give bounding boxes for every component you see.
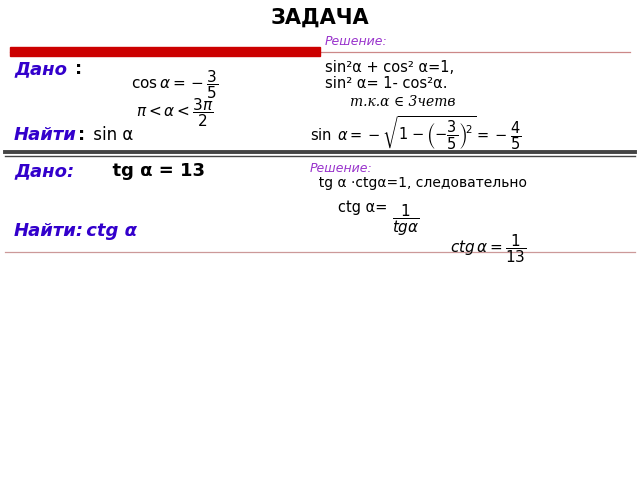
Text: sin α: sin α [88,126,133,144]
Text: sin²α + cos² α=1,: sin²α + cos² α=1, [325,60,454,75]
Text: tg α = 13: tg α = 13 [100,162,205,180]
Text: :: : [78,126,85,144]
Text: $\pi < \alpha < \dfrac{3\pi}{2}$: $\pi < \alpha < \dfrac{3\pi}{2}$ [136,96,214,129]
Bar [10,47,320,56]
Text: Дано: Дано [14,60,67,78]
Text: Дано:: Дано: [14,162,74,180]
Text: $\dfrac{1}{tg\alpha}$: $\dfrac{1}{tg\alpha}$ [392,202,420,238]
Text: Решение:: Решение: [310,162,372,175]
Text: т.к.α ∈ 3четв: т.к.α ∈ 3четв [350,95,456,109]
Text: ctg α: ctg α [80,222,137,240]
Text: $\sin\;\alpha = -\sqrt{1-\left(-\dfrac{3}{5}\right)^{\!2}} = -\dfrac{4}{5}$: $\sin\;\alpha = -\sqrt{1-\left(-\dfrac{3… [310,114,522,152]
Text: :: : [75,60,82,78]
Text: Найти: Найти [14,126,77,144]
Text: ctg α=: ctg α= [338,200,392,215]
Text: $\cos\alpha = -\dfrac{3}{5}$: $\cos\alpha = -\dfrac{3}{5}$ [131,68,219,101]
Text: tg α ·ctgα=1, следовательно: tg α ·ctgα=1, следовательно [310,176,527,190]
Text: sin² α= 1- cos²α.: sin² α= 1- cos²α. [325,76,447,91]
Text: $ctg\,\alpha = \dfrac{1}{13}$: $ctg\,\alpha = \dfrac{1}{13}$ [450,232,527,265]
Text: Решение:: Решение: [325,35,388,48]
Text: Найти:: Найти: [14,222,84,240]
Text: ЗАДАЧА: ЗАДАЧА [271,8,369,28]
